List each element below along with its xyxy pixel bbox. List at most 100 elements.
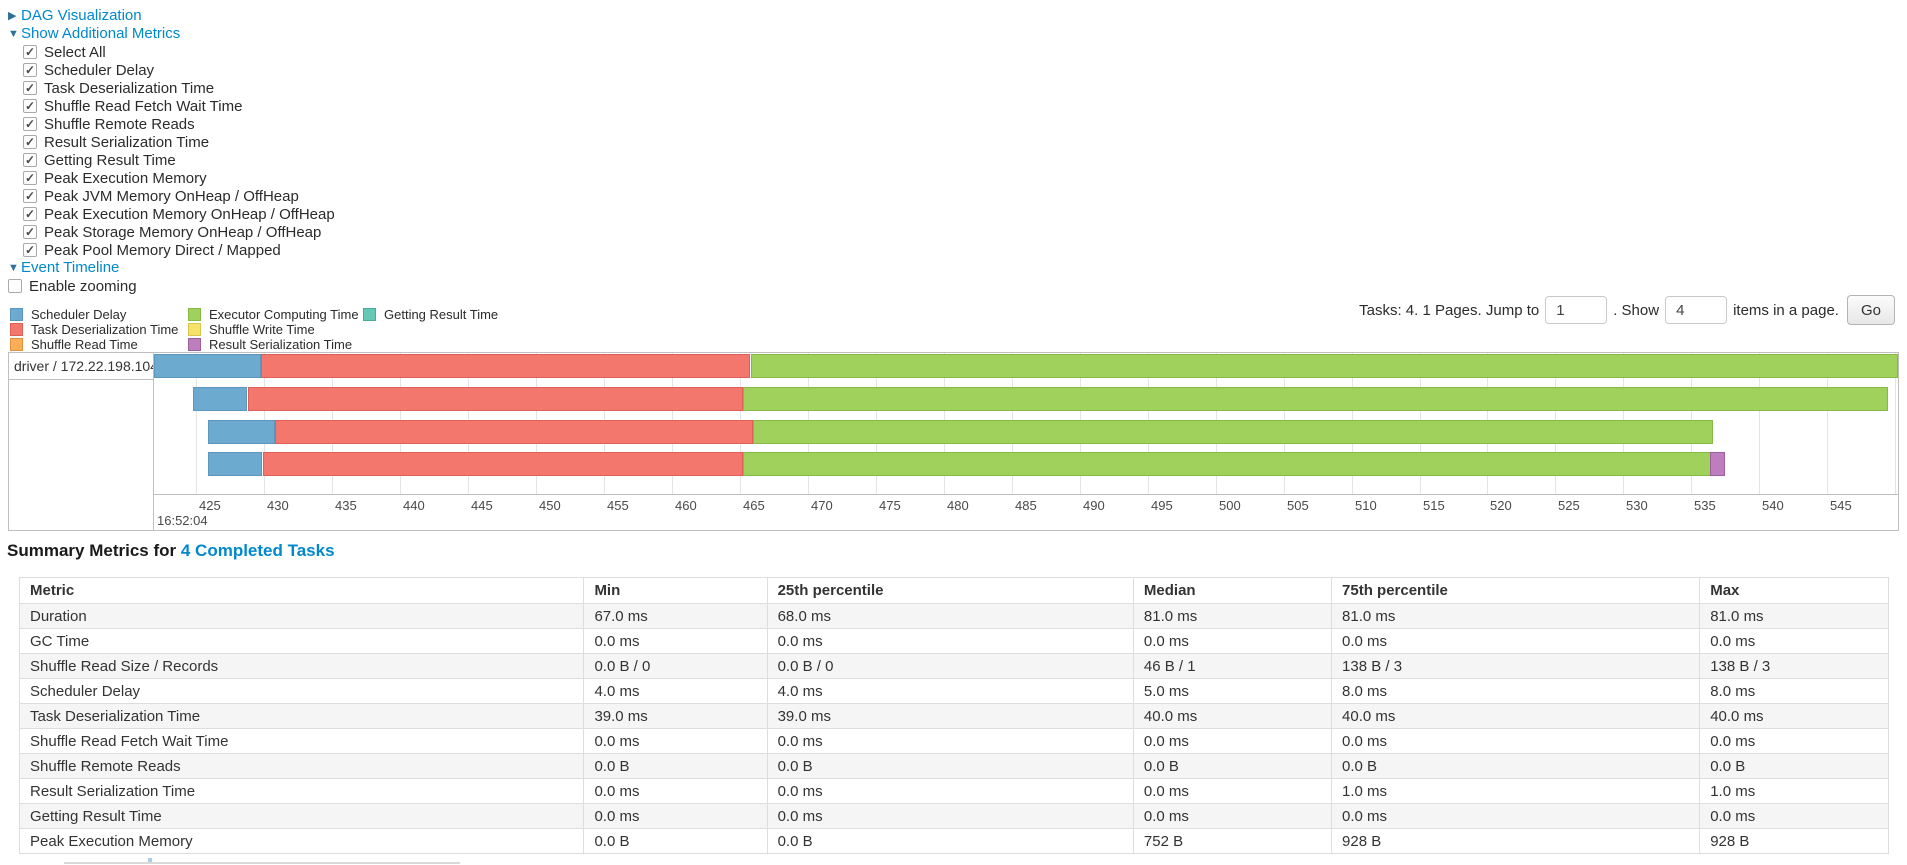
metric-value-cell: 0.0 ms <box>766 778 1134 804</box>
table-header-cell: Max <box>1699 577 1889 604</box>
metric-checkbox-row: Peak Pool Memory Direct / Mapped <box>23 241 335 259</box>
metric-name-cell: Shuffle Read Fetch Wait Time <box>18 728 585 754</box>
metric-checkbox-row: Scheduler Delay <box>23 61 335 79</box>
axis-tick-label: 480 <box>947 498 969 513</box>
metric-name-cell: Scheduler Delay <box>18 678 585 704</box>
dag-visualization-link[interactable]: DAG Visualization <box>21 7 142 24</box>
metric-value-cell: 81.0 ms <box>1331 603 1701 629</box>
axis-tick-label: 505 <box>1287 498 1309 513</box>
result-serialization-swatch-icon <box>188 337 201 351</box>
axis-tick-label: 510 <box>1355 498 1377 513</box>
metric-value-cell: 138 B / 3 <box>1331 653 1701 679</box>
enable-zooming-checkbox[interactable] <box>8 279 22 293</box>
axis-tick-label: 460 <box>675 498 697 513</box>
go-button[interactable]: Go <box>1846 295 1895 325</box>
task-bar-segment-scheduler-delay[interactable] <box>193 387 247 411</box>
axis-tick-label: 490 <box>1083 498 1105 513</box>
metric-checkbox-label: Peak JVM Memory OnHeap / OffHeap <box>44 187 299 205</box>
metric-value-cell: 0.0 ms <box>1699 728 1889 754</box>
task-bar-segment-executor-computing[interactable] <box>753 420 1713 444</box>
task-bar-segment-result-serialization[interactable] <box>1710 452 1725 476</box>
legend-item-label: Scheduler Delay <box>31 306 127 322</box>
task-bar-segment-scheduler-delay[interactable] <box>154 354 261 378</box>
metric-value-cell: 0.0 ms <box>1132 778 1333 804</box>
metric-name-cell: Getting Result Time <box>18 803 585 829</box>
task-bar-segment-scheduler-delay[interactable] <box>208 452 262 476</box>
axis-tick-label: 465 <box>743 498 765 513</box>
task-bar-segment-scheduler-delay[interactable] <box>208 420 275 444</box>
summary-metrics-heading: Summary Metrics for 4 Completed Tasks <box>7 541 335 561</box>
table-row: Shuffle Read Fetch Wait Time 0.0 ms 0.0 ms… <box>18 728 1889 754</box>
axis-gridline <box>1827 353 1828 494</box>
metric-value-cell: 0.0 ms <box>1699 628 1889 654</box>
metric-checkbox-label: Peak Execution Memory OnHeap / OffHeap <box>44 205 335 223</box>
metric-value-cell: 928 B <box>1331 828 1701 854</box>
metric-value-cell: 0.0 ms <box>1132 628 1333 654</box>
axis-tick-label: 445 <box>471 498 493 513</box>
legend-item-label: Result Serialization Time <box>209 336 353 352</box>
metric-value-cell: 0.0 B <box>766 828 1134 854</box>
table-row: Getting Result Time 0.0 ms 0.0 ms 0.0 ms 0.0… <box>18 803 1889 829</box>
metric-checkbox-label: Peak Execution Memory <box>44 169 207 187</box>
event-timeline-toggle[interactable]: ▼ Event Timeline <box>8 259 335 277</box>
table-header-cell: 25th percentile <box>766 577 1134 604</box>
axis-tick-label: 500 <box>1219 498 1241 513</box>
metric-checkbox-row: Select All <box>23 43 335 61</box>
jump-to-page-input[interactable] <box>1545 296 1608 324</box>
completed-tasks-link[interactable]: 4 Completed Tasks <box>180 541 335 560</box>
metric-checkbox-row: Shuffle Read Fetch Wait Time <box>23 97 335 115</box>
task-bar-segment-executor-computing[interactable] <box>751 354 1898 378</box>
stage-controls: ▶ DAG Visualization ▼ Show Additional Metr… <box>8 7 335 295</box>
task-bar-segment-task-deserialization[interactable] <box>261 354 750 378</box>
metric-checkbox[interactable] <box>23 243 37 257</box>
axis-tick-label: 450 <box>539 498 561 513</box>
items-per-page-input[interactable] <box>1665 296 1728 324</box>
legend-item: Getting Result Time <box>363 306 499 322</box>
timeline-plot-area: 16:52:04 425 430 435 440 445 450 455 460 465 470 4… <box>154 353 1898 530</box>
expanded-arrow-icon: ▼ <box>8 262 19 274</box>
task-deserialization-swatch-icon <box>10 322 23 336</box>
task-bar-segment-task-deserialization[interactable] <box>248 387 743 411</box>
show-additional-metrics-link[interactable]: Show Additional Metrics <box>21 25 181 42</box>
event-timeline-link[interactable]: Event Timeline <box>21 259 120 276</box>
metric-value-cell: 0.0 ms <box>1699 803 1889 829</box>
metric-checkbox-label: Scheduler Delay <box>44 61 155 79</box>
metric-value-cell: 5.0 ms <box>1132 678 1333 704</box>
legend-item-label: Shuffle Read Time <box>31 336 138 352</box>
legend-item-label: Getting Result Time <box>384 306 499 322</box>
metric-checkbox-row: Peak Execution Memory <box>23 169 335 187</box>
metric-value-cell: 0.0 ms <box>583 803 768 829</box>
axis-tick-label: 545 <box>1830 498 1852 513</box>
metric-name-cell: Shuffle Read Size / Records <box>18 653 585 679</box>
metric-checkbox[interactable] <box>23 99 37 113</box>
metric-value-cell: 0.0 B <box>766 753 1134 779</box>
dag-visualization-toggle[interactable]: ▶ DAG Visualization <box>8 7 335 25</box>
metric-checkbox-label: Result Serialization Time <box>44 133 210 151</box>
metric-checkbox[interactable] <box>23 45 37 59</box>
metric-checkbox-row: Getting Result Time <box>23 151 335 169</box>
metric-checkbox[interactable] <box>23 63 37 77</box>
task-bar-segment-task-deserialization[interactable] <box>275 420 753 444</box>
metric-checkbox[interactable] <box>23 117 37 131</box>
metric-value-cell: 0.0 B / 0 <box>583 653 768 679</box>
task-bar-segment-task-deserialization[interactable] <box>263 452 743 476</box>
legend-column: Getting Result Time <box>363 307 498 322</box>
metric-checkbox[interactable] <box>23 171 37 185</box>
task-bar-segment-executor-computing[interactable] <box>743 387 1888 411</box>
metric-checkbox-label: Peak Pool Memory Direct / Mapped <box>44 241 281 259</box>
metric-checkbox[interactable] <box>23 189 37 203</box>
task-bar-segment-executor-computing[interactable] <box>743 452 1711 476</box>
metric-checkbox[interactable] <box>23 153 37 167</box>
metric-checkbox[interactable] <box>23 81 37 95</box>
metric-value-cell: 0.0 ms <box>583 778 768 804</box>
metric-value-cell: 0.0 B <box>1132 753 1333 779</box>
executor-computing-swatch-icon <box>188 307 201 321</box>
metric-checkbox[interactable] <box>23 135 37 149</box>
show-additional-metrics-toggle[interactable]: ▼ Show Additional Metrics <box>8 25 335 43</box>
table-header-cell: 75th percentile <box>1331 577 1701 604</box>
metric-name-cell: GC Time <box>18 628 585 654</box>
metric-checkbox[interactable] <box>23 225 37 239</box>
metric-value-cell: 0.0 ms <box>1132 803 1333 829</box>
metric-value-cell: 39.0 ms <box>583 703 768 729</box>
metric-checkbox[interactable] <box>23 207 37 221</box>
